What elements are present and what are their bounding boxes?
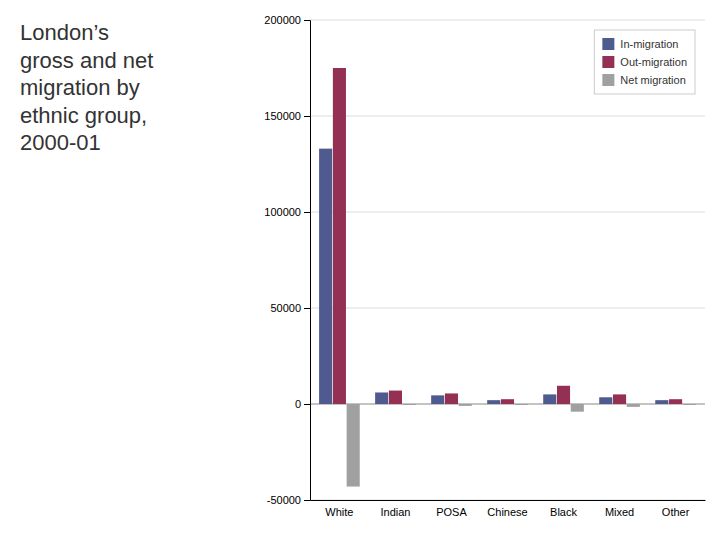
bar bbox=[459, 404, 472, 406]
y-tick-mark bbox=[304, 212, 310, 213]
y-tick: 200000 bbox=[264, 14, 310, 26]
bar bbox=[445, 393, 458, 404]
x-tick: Chinese bbox=[487, 506, 527, 518]
bar bbox=[613, 394, 626, 404]
bar bbox=[375, 392, 388, 404]
bar bbox=[655, 400, 668, 404]
bar bbox=[487, 400, 500, 404]
chart-title-line: London’s bbox=[20, 20, 109, 45]
bar bbox=[515, 404, 528, 406]
chart-title-line: ethnic group, bbox=[20, 103, 147, 128]
bar bbox=[389, 391, 402, 404]
y-tick-label: 0 bbox=[295, 398, 301, 410]
x-tick: Indian bbox=[380, 506, 410, 518]
y-tick: 50000 bbox=[270, 302, 310, 314]
y-tick-label: 150000 bbox=[264, 110, 301, 122]
grid-line bbox=[310, 212, 705, 213]
y-tick: -50000 bbox=[267, 494, 310, 506]
x-tick: Black bbox=[550, 506, 577, 518]
legend-swatch bbox=[602, 38, 614, 50]
bars bbox=[319, 68, 696, 487]
y-tick-label: 50000 bbox=[270, 302, 301, 314]
y-tick-mark bbox=[304, 404, 310, 405]
bar-series bbox=[333, 68, 682, 404]
x-tick: POSA bbox=[436, 506, 467, 518]
bar bbox=[683, 404, 696, 406]
y-tick: 0 bbox=[295, 398, 310, 410]
bar bbox=[599, 397, 612, 404]
y-tick-mark bbox=[304, 116, 310, 117]
y-tick-mark bbox=[304, 308, 310, 309]
y-tick-label: -50000 bbox=[267, 494, 301, 506]
chart-root: London’s gross and netmigration by ethnic … bbox=[0, 0, 720, 540]
x-axis: White Indian POSA Chinese Black Mixed Other bbox=[311, 501, 706, 518]
x-tick-label: Other bbox=[662, 506, 690, 518]
y-axis-line bbox=[304, 21, 311, 501]
chart-title-line: 2000-01 bbox=[20, 130, 101, 155]
plot-background bbox=[310, 20, 705, 500]
x-tick-label: White bbox=[325, 506, 353, 518]
x-tick-label: Black bbox=[550, 506, 577, 518]
grid-line bbox=[310, 308, 705, 309]
x-tick: Mixed bbox=[605, 506, 634, 518]
y-axis: -50000 0 50000 100000 150000 200000 bbox=[264, 14, 310, 506]
bar-series bbox=[347, 404, 696, 487]
bar bbox=[403, 404, 416, 406]
legend-swatch bbox=[602, 74, 614, 86]
plot-area bbox=[310, 20, 705, 500]
bar bbox=[319, 149, 332, 404]
x-tick-label: POSA bbox=[436, 506, 467, 518]
legend-item: Out-migration bbox=[602, 56, 687, 68]
x-tick-label: Chinese bbox=[487, 506, 527, 518]
bar bbox=[543, 394, 556, 404]
legend-label: In-migration bbox=[620, 38, 678, 50]
y-tick-label: 100000 bbox=[264, 206, 301, 218]
legend-item: In-migration bbox=[602, 38, 678, 50]
legend-swatch bbox=[602, 56, 614, 68]
grid-line bbox=[310, 500, 705, 501]
bar bbox=[431, 395, 444, 404]
bar-series bbox=[319, 149, 668, 404]
y-tick-mark bbox=[304, 20, 310, 21]
grid-line bbox=[310, 20, 705, 21]
y-tick: 100000 bbox=[264, 206, 310, 218]
legend-item: Net migration bbox=[602, 74, 685, 86]
bar bbox=[333, 68, 346, 404]
x-axis-line bbox=[311, 500, 706, 501]
bar bbox=[347, 404, 360, 487]
bar bbox=[501, 399, 514, 404]
x-tick: White bbox=[325, 506, 353, 518]
legend-label: Net migration bbox=[620, 74, 685, 86]
legend-label: Out-migration bbox=[620, 56, 687, 68]
y-tick: 150000 bbox=[264, 110, 310, 122]
bar bbox=[669, 399, 682, 404]
chart-title: London’s gross and netmigration by ethnic … bbox=[20, 20, 153, 155]
legend: In-migration Out-migration Net migration bbox=[594, 30, 695, 94]
chart-title-line: migration by bbox=[20, 75, 140, 100]
x-tick: Other bbox=[662, 506, 690, 518]
x-tick-label: Mixed bbox=[605, 506, 634, 518]
bar bbox=[557, 386, 570, 404]
legend-box bbox=[594, 30, 695, 94]
grid bbox=[310, 20, 705, 500]
grid-line bbox=[310, 116, 705, 117]
y-tick-mark bbox=[304, 500, 310, 501]
x-tick-label: Indian bbox=[380, 506, 410, 518]
y-tick-label: 200000 bbox=[264, 14, 301, 26]
chart-title-line: gross and net bbox=[20, 48, 153, 73]
bar bbox=[627, 404, 640, 407]
bar bbox=[571, 404, 584, 412]
